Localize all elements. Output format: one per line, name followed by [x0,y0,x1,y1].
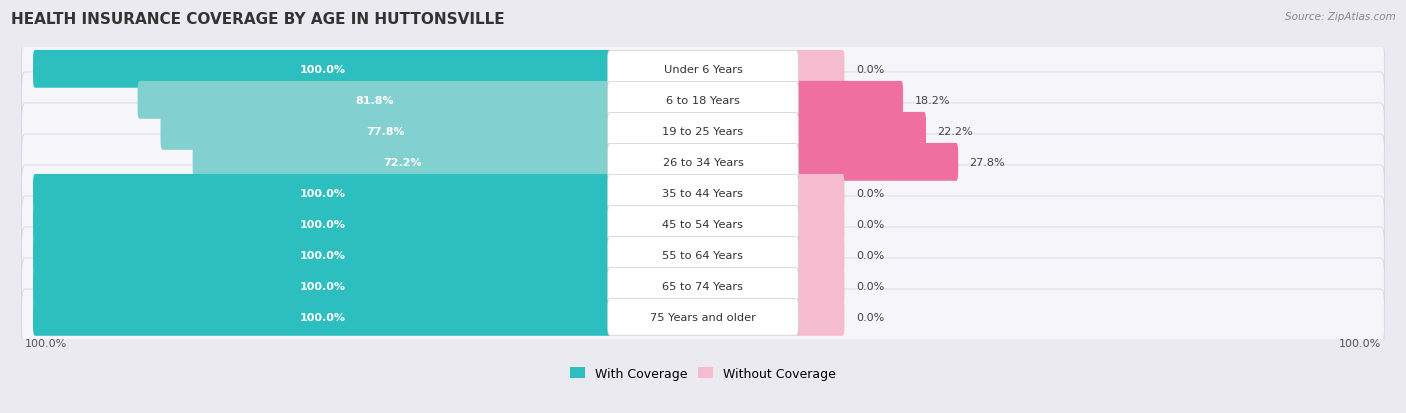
Text: 100.0%: 100.0% [299,219,346,229]
FancyBboxPatch shape [794,144,959,181]
Text: Under 6 Years: Under 6 Years [664,65,742,75]
FancyBboxPatch shape [32,298,612,336]
FancyBboxPatch shape [32,267,612,305]
FancyBboxPatch shape [794,267,845,305]
FancyBboxPatch shape [607,82,799,119]
FancyBboxPatch shape [607,206,799,242]
Text: 35 to 44 Years: 35 to 44 Years [662,188,744,198]
FancyBboxPatch shape [193,144,612,181]
Text: 0.0%: 0.0% [856,219,884,229]
Text: 22.2%: 22.2% [938,126,973,137]
FancyBboxPatch shape [21,73,1385,128]
FancyBboxPatch shape [607,175,799,211]
Text: 45 to 54 Years: 45 to 54 Years [662,219,744,229]
FancyBboxPatch shape [607,268,799,304]
Text: 81.8%: 81.8% [356,95,394,106]
FancyBboxPatch shape [32,205,612,243]
FancyBboxPatch shape [32,51,612,88]
Text: 100.0%: 100.0% [1339,338,1381,348]
FancyBboxPatch shape [160,113,612,150]
FancyBboxPatch shape [794,51,845,88]
Text: 6 to 18 Years: 6 to 18 Years [666,95,740,106]
FancyBboxPatch shape [607,51,799,88]
Text: HEALTH INSURANCE COVERAGE BY AGE IN HUTTONSVILLE: HEALTH INSURANCE COVERAGE BY AGE IN HUTT… [11,12,505,27]
Text: 100.0%: 100.0% [299,281,346,291]
Text: 100.0%: 100.0% [299,188,346,198]
Text: 77.8%: 77.8% [367,126,405,137]
FancyBboxPatch shape [21,259,1385,314]
Text: 100.0%: 100.0% [299,250,346,260]
Text: 100.0%: 100.0% [299,65,346,75]
Text: 26 to 34 Years: 26 to 34 Years [662,157,744,167]
Legend: With Coverage, Without Coverage: With Coverage, Without Coverage [565,362,841,385]
Text: 18.2%: 18.2% [914,95,950,106]
FancyBboxPatch shape [607,237,799,273]
FancyBboxPatch shape [607,299,799,335]
Text: 0.0%: 0.0% [856,250,884,260]
FancyBboxPatch shape [32,236,612,274]
Text: 0.0%: 0.0% [856,312,884,322]
Text: 0.0%: 0.0% [856,65,884,75]
FancyBboxPatch shape [21,104,1385,159]
Text: 100.0%: 100.0% [25,338,67,348]
FancyBboxPatch shape [21,197,1385,252]
FancyBboxPatch shape [794,175,845,212]
Text: 72.2%: 72.2% [382,157,422,167]
Text: 75 Years and older: 75 Years and older [650,312,756,322]
FancyBboxPatch shape [21,42,1385,97]
FancyBboxPatch shape [794,113,927,150]
Text: 55 to 64 Years: 55 to 64 Years [662,250,744,260]
Text: 27.8%: 27.8% [970,157,1005,167]
FancyBboxPatch shape [21,166,1385,221]
FancyBboxPatch shape [607,144,799,181]
Text: 0.0%: 0.0% [856,188,884,198]
FancyBboxPatch shape [138,82,612,119]
FancyBboxPatch shape [21,135,1385,190]
FancyBboxPatch shape [794,82,903,119]
Text: 19 to 25 Years: 19 to 25 Years [662,126,744,137]
FancyBboxPatch shape [21,289,1385,345]
FancyBboxPatch shape [32,175,612,212]
FancyBboxPatch shape [607,113,799,150]
Text: 100.0%: 100.0% [299,312,346,322]
FancyBboxPatch shape [794,236,845,274]
FancyBboxPatch shape [794,205,845,243]
Text: 0.0%: 0.0% [856,281,884,291]
Text: Source: ZipAtlas.com: Source: ZipAtlas.com [1285,12,1396,22]
FancyBboxPatch shape [21,228,1385,283]
Text: 65 to 74 Years: 65 to 74 Years [662,281,744,291]
FancyBboxPatch shape [794,298,845,336]
